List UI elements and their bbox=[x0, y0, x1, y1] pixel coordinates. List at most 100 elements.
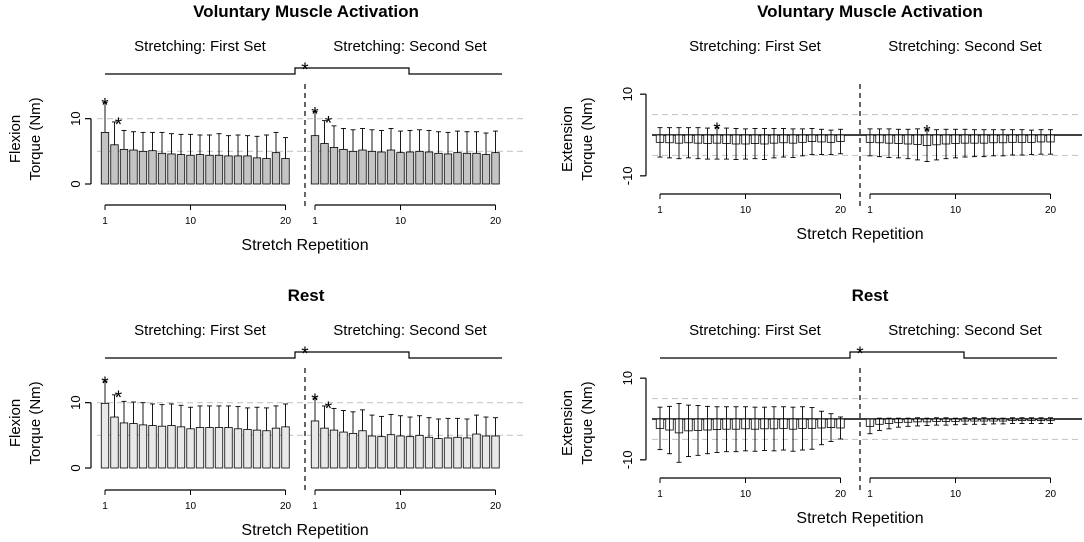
bar-set2-rep5 bbox=[348, 432, 358, 469]
bar-set2-rep11 bbox=[405, 151, 415, 185]
bar-set2-rep13 bbox=[424, 151, 434, 185]
x-tick-label-set2-1: 1 bbox=[867, 205, 873, 216]
bar-set2-rep17 bbox=[462, 437, 472, 469]
set-label-first: Stretching: First Set bbox=[134, 38, 267, 55]
bar-set2-rep15 bbox=[443, 437, 453, 469]
bar-set1-rep16 bbox=[243, 429, 252, 469]
y-axis-label-line-1: Flexion bbox=[7, 115, 24, 163]
x-axis-label: Stretch Repetition bbox=[241, 522, 368, 539]
y-tick-label-1: -10 bbox=[620, 166, 635, 185]
x-tick-label-set2-1: 1 bbox=[867, 489, 873, 500]
bar-set1-rep19 bbox=[271, 152, 281, 185]
x-tick-label-set1-3: 20 bbox=[835, 489, 847, 500]
bar-set1-rep19 bbox=[271, 427, 281, 469]
bar-set1-rep10 bbox=[186, 428, 195, 469]
x-axis-label: Stretch Repetition bbox=[796, 226, 923, 243]
star-set2-rep1: * bbox=[311, 391, 319, 412]
bar-set2-rep12 bbox=[415, 150, 424, 185]
y-axis-label-line-1: Flexion bbox=[7, 399, 24, 447]
bar-set1-rep6 bbox=[148, 150, 157, 185]
set-label-first: Stretching: First Set bbox=[134, 322, 267, 339]
y-tick-label-1: 0 bbox=[68, 464, 83, 471]
star-set2-rep7: * bbox=[923, 123, 931, 144]
y-tick-label-2: 10 bbox=[620, 87, 635, 101]
chart-title: Rest bbox=[852, 286, 889, 305]
bar-set1-rep1 bbox=[100, 131, 110, 185]
y-axis-label-line-1: Extension bbox=[559, 390, 576, 456]
bar-set1-rep20 bbox=[281, 426, 290, 469]
y-tick-label-1: 0 bbox=[68, 180, 83, 187]
bar-set1-rep4 bbox=[129, 149, 138, 185]
bar-set1-rep2 bbox=[110, 416, 119, 469]
bar-set2-rep16 bbox=[453, 436, 462, 469]
x-tick-label-set1-1: 1 bbox=[657, 205, 663, 216]
bar-set2-rep10 bbox=[396, 152, 405, 185]
bar-set1-rep14 bbox=[224, 155, 233, 185]
bar-set2-rep1 bbox=[310, 420, 320, 469]
x-tick-label-set2-3: 20 bbox=[490, 216, 502, 227]
star-set2-rep2: * bbox=[325, 114, 333, 135]
bar-set2-rep20 bbox=[491, 435, 500, 469]
bar-set1-rep3 bbox=[119, 422, 129, 469]
bar-set2-rep7 bbox=[367, 150, 377, 185]
bar-set1-rep17 bbox=[252, 429, 262, 469]
star-set1-rep1: * bbox=[101, 374, 109, 395]
star-set2-rep2: * bbox=[325, 399, 333, 420]
bar-set2-rep15 bbox=[443, 153, 453, 185]
set-label-second: Stretching: Second Set bbox=[888, 38, 1042, 55]
bar-set1-rep4 bbox=[129, 423, 138, 469]
chart-title: Voluntary Muscle Activation bbox=[757, 2, 983, 21]
significance-bracket bbox=[660, 351, 1057, 359]
bar-set1-rep7 bbox=[157, 425, 167, 469]
bar-set1-rep14 bbox=[224, 427, 233, 469]
star-set2-rep1: * bbox=[311, 104, 319, 125]
bar-set2-rep6 bbox=[358, 430, 367, 469]
between-sets-star: * bbox=[301, 344, 309, 365]
x-tick-label-set2-3: 20 bbox=[1045, 205, 1057, 216]
bar-set1-rep5 bbox=[138, 150, 148, 185]
star-set1-rep2: * bbox=[115, 388, 123, 409]
bar-set1-rep13 bbox=[214, 154, 224, 185]
x-tick-label-set2-3: 20 bbox=[1045, 489, 1057, 500]
significance-bracket bbox=[105, 67, 502, 75]
set-label-first: Stretching: First Set bbox=[689, 38, 822, 55]
x-tick-label-set1-2: 10 bbox=[185, 216, 197, 227]
bar-set2-rep2 bbox=[320, 427, 329, 469]
x-tick-label-set2-2: 10 bbox=[395, 501, 407, 512]
bar-set1-rep7 bbox=[157, 152, 167, 185]
y-tick-label-2: 10 bbox=[620, 371, 635, 385]
bar-set1-rep8 bbox=[167, 153, 176, 185]
x-tick-label-set1-3: 20 bbox=[280, 216, 292, 227]
bar-set2-rep19 bbox=[481, 435, 491, 469]
x-tick-label-set2-2: 10 bbox=[395, 216, 407, 227]
panel-2: Voluntary Muscle Activation Stretching: F… bbox=[559, 2, 1082, 243]
bar-set1-rep16 bbox=[243, 155, 252, 185]
y-axis-label-line-2: Torque (Nm) bbox=[27, 97, 44, 180]
bar-set2-rep10 bbox=[396, 435, 405, 469]
bar-set2-rep4 bbox=[339, 431, 348, 469]
star-set1-rep1: * bbox=[101, 95, 109, 116]
set-label-second: Stretching: Second Set bbox=[888, 322, 1042, 339]
bar-set1-rep1 bbox=[100, 402, 110, 469]
bar-set1-rep12 bbox=[205, 154, 214, 185]
bar-set2-rep18 bbox=[472, 433, 481, 469]
star-set1-rep7: * bbox=[713, 120, 721, 141]
between-sets-star: * bbox=[301, 60, 309, 81]
bar-set1-rep9 bbox=[176, 154, 186, 185]
x-tick-label-set1-1: 1 bbox=[657, 489, 663, 500]
x-tick-label-set2-2: 10 bbox=[950, 489, 962, 500]
bar-set2-rep3 bbox=[329, 429, 339, 469]
bar-set2-rep19 bbox=[481, 154, 491, 185]
x-tick-label-set1-1: 1 bbox=[102, 501, 108, 512]
bar-set1-rep12 bbox=[205, 427, 214, 469]
bar-set2-rep14 bbox=[434, 438, 443, 469]
significance-bracket bbox=[105, 351, 502, 359]
y-tick-label-1: -10 bbox=[620, 450, 635, 469]
chart-title: Voluntary Muscle Activation bbox=[193, 2, 419, 21]
x-tick-label-set2-3: 20 bbox=[490, 501, 502, 512]
bar-set1-rep18 bbox=[262, 430, 271, 469]
x-tick-label-set1-2: 10 bbox=[185, 501, 197, 512]
bar-set2-rep9 bbox=[386, 149, 396, 185]
bar-set1-rep17 bbox=[252, 157, 262, 185]
